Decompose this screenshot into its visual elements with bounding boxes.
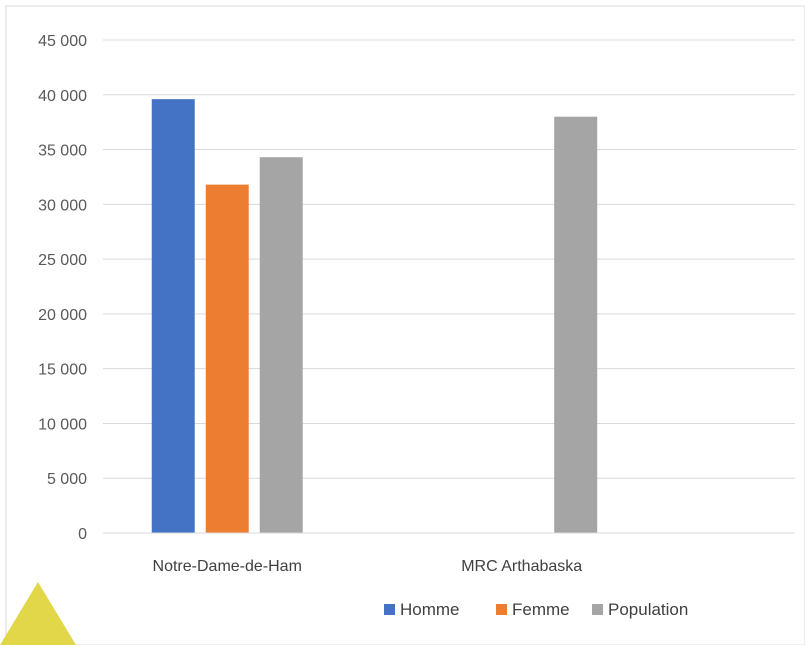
y-tick-label: 25 000 — [38, 252, 87, 269]
y-tick-label: 30 000 — [38, 197, 87, 214]
x-category-label: Notre-Dame-de-Ham — [153, 558, 302, 575]
legend-swatch-population — [592, 604, 603, 615]
legend-label-population: Population — [608, 600, 688, 619]
y-tick-label: 20 000 — [38, 307, 87, 324]
legend: Homme Femme Population — [384, 600, 688, 619]
legend-label-homme: Homme — [400, 600, 460, 619]
legend-swatch-homme — [384, 604, 395, 615]
bar-population-0 — [259, 157, 303, 534]
y-tick-label: 40 000 — [38, 88, 87, 105]
legend-swatch-femme — [496, 604, 507, 615]
bar-homme-0 — [151, 99, 195, 533]
y-tick-label: 10 000 — [38, 416, 87, 433]
bar-population-1 — [554, 116, 598, 533]
chart-border — [5, 5, 805, 645]
y-tick-label: 35 000 — [38, 143, 87, 160]
x-axis-categories: Notre-Dame-de-Ham MRC Arthabaska — [153, 558, 583, 575]
bars — [151, 99, 598, 534]
bar-femme-0 — [205, 184, 249, 533]
y-tick-label: 15 000 — [38, 362, 87, 379]
y-tick-label: 0 — [78, 526, 87, 543]
y-tick-label: 5 000 — [47, 471, 87, 488]
y-tick-label: 45 000 — [38, 33, 87, 50]
legend-label-femme: Femme — [512, 600, 570, 619]
x-category-label: MRC Arthabaska — [461, 558, 582, 575]
y-axis-ticks: 0 5 000 10 000 15 000 20 000 25 000 30 000 35 0… — [38, 33, 87, 543]
corner-triangle-decoration — [0, 582, 76, 645]
